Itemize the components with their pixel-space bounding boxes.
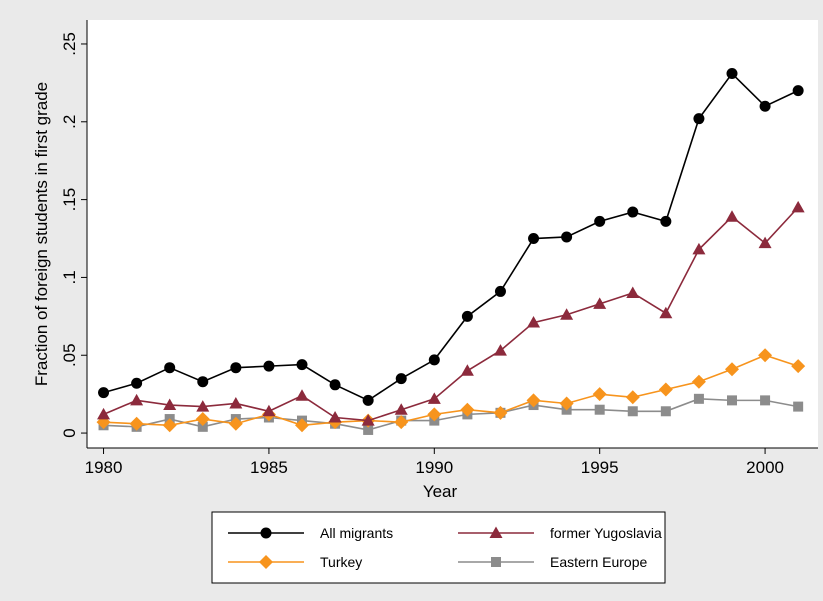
series-line — [103, 72, 799, 402]
x-axis-label: Year — [423, 482, 458, 501]
marker — [791, 359, 806, 374]
marker — [395, 373, 407, 385]
marker — [792, 85, 804, 97]
marker — [660, 406, 671, 417]
marker — [726, 68, 738, 80]
marker — [195, 412, 210, 427]
marker — [196, 400, 210, 412]
marker — [296, 359, 308, 371]
legend-label: Turkey — [320, 554, 362, 570]
marker — [727, 395, 737, 406]
marker — [528, 233, 540, 245]
marker — [493, 405, 508, 420]
y-tick-label: .15 — [60, 188, 79, 212]
marker — [263, 360, 275, 372]
marker — [363, 424, 374, 435]
marker — [197, 421, 208, 432]
marker — [98, 387, 110, 399]
series-line — [103, 354, 799, 427]
marker — [460, 402, 475, 417]
x-tick-label: 1985 — [250, 458, 288, 477]
marker — [163, 398, 177, 411]
marker — [691, 374, 706, 389]
y-axis-label: Fraction of foreign students in first gr… — [32, 82, 51, 386]
legend-label: Eastern Europe — [550, 554, 647, 570]
marker — [793, 401, 804, 412]
marker — [427, 392, 441, 404]
marker — [594, 404, 605, 415]
marker — [427, 407, 442, 422]
y-tick-label: .05 — [60, 343, 79, 367]
marker — [259, 555, 273, 569]
marker — [559, 396, 574, 411]
marker — [361, 414, 375, 426]
marker — [627, 206, 639, 218]
marker — [760, 395, 771, 406]
marker — [162, 418, 177, 433]
marker — [561, 231, 573, 243]
x-tick-label: 1995 — [581, 458, 619, 477]
marker — [693, 393, 704, 404]
marker — [229, 396, 243, 409]
marker — [592, 387, 607, 402]
y-tick-label: .25 — [60, 32, 79, 56]
plot-area — [87, 20, 818, 448]
marker — [491, 557, 501, 567]
x-tick-label: 2000 — [746, 458, 784, 477]
series-line — [103, 206, 799, 422]
y-tick-label: .2 — [60, 115, 79, 129]
x-tick-label: 1990 — [415, 458, 453, 477]
marker — [660, 215, 672, 227]
marker — [494, 285, 506, 297]
marker — [625, 390, 640, 405]
marker — [594, 215, 606, 227]
marker — [394, 415, 409, 430]
marker — [328, 410, 342, 423]
marker — [626, 286, 640, 298]
marker — [658, 382, 673, 397]
marker — [461, 310, 473, 322]
legend-label: All migrants — [320, 525, 393, 541]
marker — [362, 394, 374, 406]
marker — [489, 526, 503, 538]
marker — [428, 354, 440, 366]
marker — [260, 527, 272, 539]
marker — [791, 200, 805, 213]
legend-label: former Yugoslavia — [550, 525, 662, 541]
marker — [228, 416, 243, 431]
marker — [725, 362, 739, 377]
marker — [659, 306, 673, 319]
marker — [526, 393, 541, 408]
marker — [130, 393, 144, 406]
marker — [758, 236, 772, 249]
marker — [460, 364, 474, 376]
marker — [692, 242, 706, 255]
y-tick-label: .1 — [60, 270, 79, 284]
marker — [295, 389, 309, 401]
marker — [329, 379, 341, 391]
marker — [627, 406, 638, 417]
marker — [725, 210, 739, 222]
marker — [758, 348, 773, 363]
marker — [394, 403, 408, 415]
marker — [560, 308, 574, 320]
marker — [230, 362, 242, 374]
marker — [129, 416, 144, 431]
marker — [262, 404, 276, 417]
marker — [97, 407, 111, 420]
marker — [131, 377, 143, 389]
legend — [211, 511, 666, 584]
y-tick-label: 0 — [60, 428, 79, 437]
marker — [493, 344, 507, 356]
marker — [593, 297, 607, 309]
marker — [295, 418, 309, 433]
marker — [759, 100, 771, 112]
marker — [164, 362, 176, 374]
marker — [693, 113, 705, 125]
x-tick-label: 1980 — [85, 458, 123, 477]
marker — [197, 376, 209, 388]
series-line — [103, 398, 799, 431]
marker — [527, 316, 541, 328]
